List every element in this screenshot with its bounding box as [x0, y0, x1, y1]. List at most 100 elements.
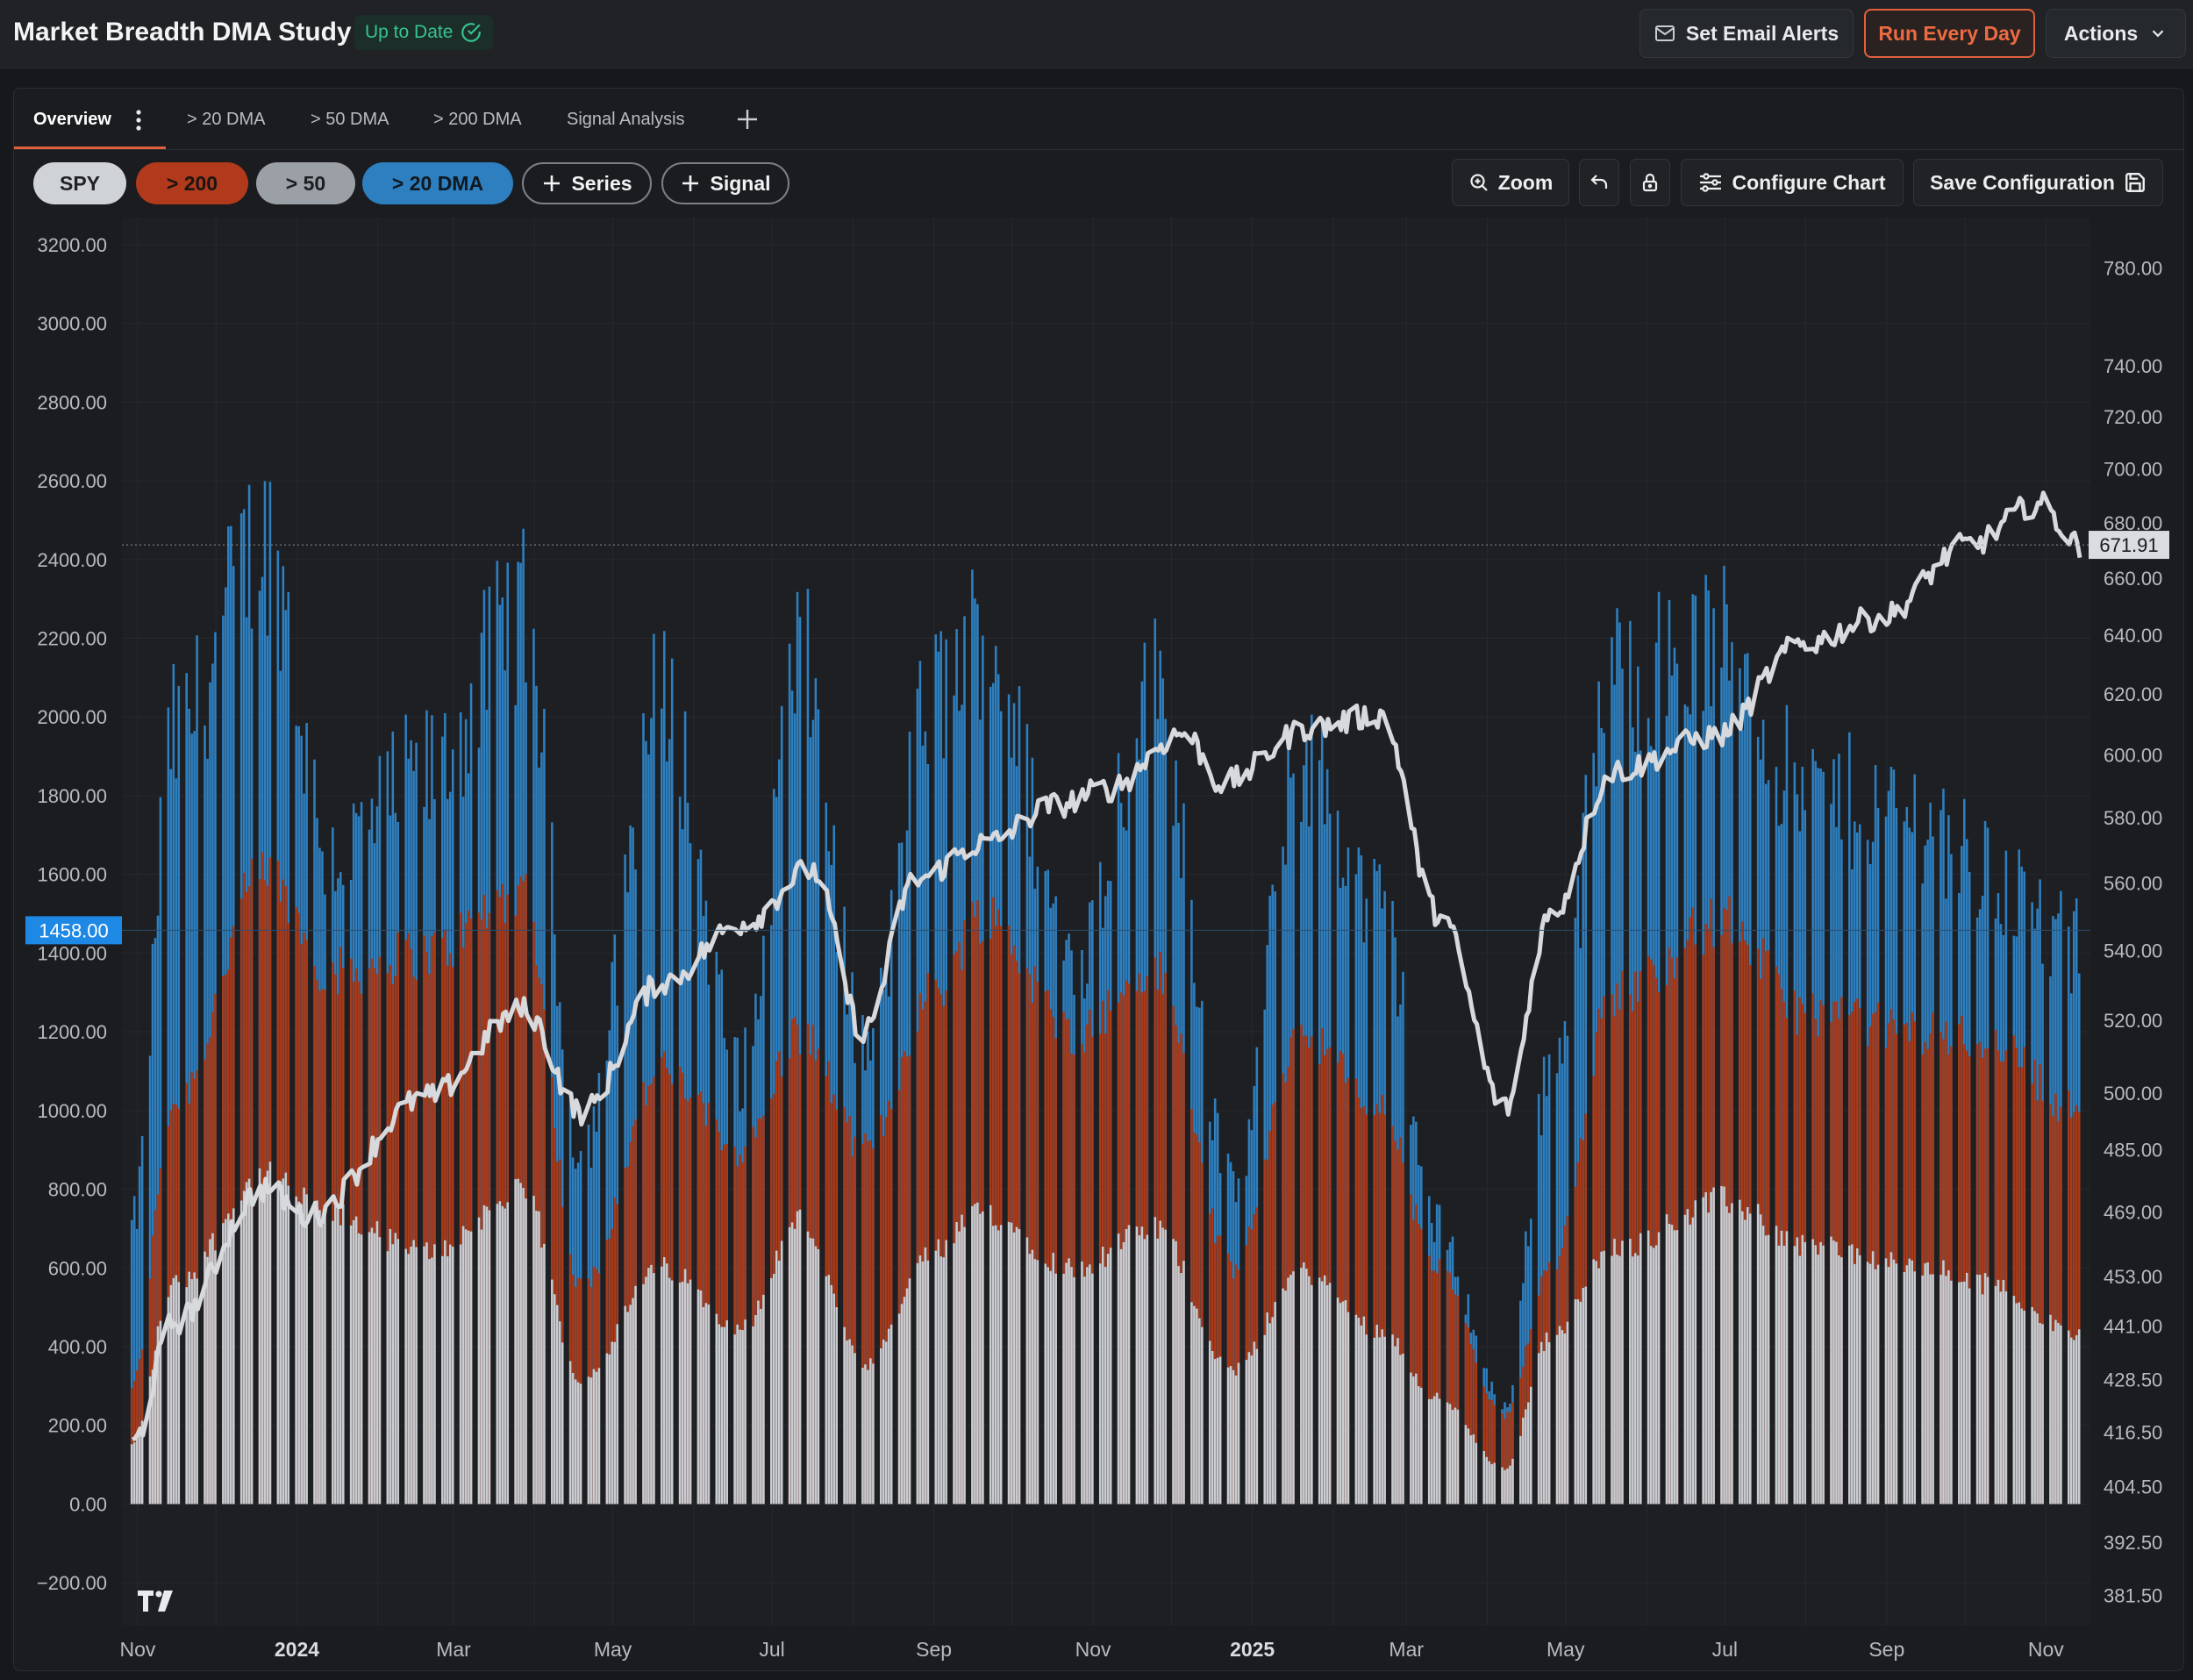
bar-above-50: [1702, 1197, 1704, 1505]
bar-above-50: [1647, 1230, 1650, 1505]
zoom-button[interactable]: Zoom: [1452, 159, 1569, 206]
bar-above-50: [974, 1204, 976, 1505]
bar-above-200: [934, 979, 938, 1505]
bar-above-50: [1511, 1458, 1514, 1505]
page-title: Market Breadth DMA Study: [13, 18, 352, 46]
bar-above-50: [1558, 1326, 1561, 1505]
left-axis-tick-label: 2800.00: [37, 391, 107, 413]
tab-overview[interactable]: Overview: [33, 89, 111, 150]
save-configuration-button[interactable]: Save Configuration: [1913, 159, 2163, 206]
bar-above-200: [242, 872, 246, 1505]
right-axis-tick-label: 453.00: [2104, 1266, 2162, 1288]
bar-above-50: [2060, 1325, 2062, 1505]
bar-above-50: [798, 1209, 802, 1505]
actions-menu-button[interactable]: Actions: [2046, 9, 2186, 58]
series-pill-above-20-dma[interactable]: > 20 DMA: [362, 162, 513, 204]
bar-above-50: [172, 1277, 175, 1505]
breadth-chart[interactable]: 3200.00 3000.00 2800.00 2600.00 2400.00 2200.…: [13, 218, 2184, 1671]
tab-bar: Overview > 20 DMA > 50 DMA > 200 DMA Sig…: [14, 89, 2183, 150]
configure-chart-button[interactable]: Configure Chart: [1681, 159, 1904, 206]
series-pill-above-50[interactable]: > 50: [256, 162, 355, 204]
bar-above-200: [1341, 1054, 1345, 1505]
bar-above-50: [268, 1162, 272, 1505]
bar-above-50: [754, 1315, 757, 1505]
run-every-day-button[interactable]: Run Every Day: [1864, 9, 2035, 58]
bar-above-50: [1438, 1398, 1441, 1505]
tab-signal-analysis[interactable]: Signal Analysis: [567, 89, 685, 150]
bar-above-200: [991, 897, 995, 1505]
bar-above-50: [1522, 1417, 1525, 1505]
bar-above-50: [1025, 1237, 1029, 1505]
bar-above-50: [642, 1283, 645, 1505]
bar-above-200: [1798, 997, 1802, 1505]
bar-above-50: [1649, 1246, 1653, 1505]
bar-above-50: [1817, 1254, 1819, 1505]
bar-above-50: [1028, 1254, 1032, 1505]
bar-above-50: [1892, 1259, 1896, 1505]
bar-above-50: [324, 1207, 326, 1505]
bar-above-200: [1485, 1393, 1488, 1505]
tab-above-50-dma[interactable]: > 50 DMA: [311, 89, 389, 150]
bar-above-50: [1908, 1258, 1911, 1505]
bar-above-50: [461, 1226, 465, 1505]
bar-above-200: [1415, 1205, 1418, 1505]
bar-above-50: [645, 1276, 647, 1505]
bar-above-50: [337, 1205, 339, 1505]
bar-above-200: [1840, 997, 1843, 1505]
bar-above-50: [1675, 1230, 1679, 1505]
left-axis-tick-label: 2000.00: [37, 706, 107, 728]
add-signal-button[interactable]: Signal: [661, 162, 789, 204]
bar-above-200: [918, 993, 922, 1505]
more-vertical-icon[interactable]: [135, 109, 142, 132]
right-axis-tick-label: 720.00: [2104, 406, 2162, 428]
bar-above-50: [156, 1326, 160, 1505]
tab-above-200-dma[interactable]: > 200 DMA: [433, 89, 522, 150]
set-email-alerts-button[interactable]: Set Email Alerts: [1639, 9, 1854, 58]
series-pill-spy[interactable]: SPY: [33, 162, 126, 204]
bar-above-50: [777, 1260, 781, 1505]
bar-above-50: [1427, 1398, 1431, 1505]
bar-above-50: [1180, 1273, 1182, 1505]
bar-above-50: [441, 1255, 444, 1505]
bar-above-50: [568, 1361, 572, 1505]
add-series-button[interactable]: Series: [522, 162, 652, 204]
spy-price-line: [132, 490, 2082, 1442]
bar-above-200: [1456, 1295, 1460, 1505]
bar-above-50: [1525, 1409, 1527, 1505]
tab-above-20-dma[interactable]: > 20 DMA: [187, 89, 265, 150]
bar-above-50: [222, 1223, 225, 1505]
run-every-day-label: Run Every Day: [1878, 21, 2021, 45]
bar-above-50: [1472, 1434, 1475, 1505]
bar-above-200: [506, 894, 510, 1505]
lock-button[interactable]: [1630, 159, 1670, 206]
bar-above-200: [1597, 1008, 1600, 1505]
zoom-label: Zoom: [1497, 170, 1554, 194]
bar-above-200: [1300, 1025, 1303, 1505]
lock-icon: [1642, 173, 1658, 192]
bar-above-50: [2068, 1330, 2070, 1505]
bar-above-50: [1725, 1206, 1728, 1505]
bar-above-50: [1070, 1267, 1073, 1505]
bar-above-50: [869, 1358, 872, 1505]
undo-button[interactable]: [1579, 159, 1619, 206]
bar-above-50: [752, 1326, 754, 1505]
series-pill-above-200[interactable]: > 200: [136, 162, 248, 204]
bar-above-200: [880, 1115, 882, 1505]
bar-above-50: [444, 1240, 446, 1505]
bar-above-50: [1365, 1334, 1368, 1505]
bar-above-50: [177, 1282, 181, 1505]
chart-area[interactable]: 3200.00 3000.00 2800.00 2600.00 2400.00 2200.…: [13, 218, 2184, 1671]
bar-above-20-dma: [653, 633, 655, 1505]
bar-above-50: [193, 1272, 196, 1505]
bar-above-50: [1182, 1261, 1185, 1505]
bar-above-200: [498, 897, 502, 1505]
bar-above-200: [903, 1051, 906, 1505]
tab-label: > 20 DMA: [187, 109, 266, 129]
bar-above-200: [431, 936, 433, 1505]
bar-above-200: [1381, 1094, 1383, 1505]
bar-above-50: [2036, 1313, 2039, 1505]
bar-above-200: [958, 941, 961, 1505]
bar-above-50: [1947, 1270, 1950, 1505]
add-tab-icon[interactable]: [735, 107, 760, 132]
bar-above-200: [2004, 1049, 2008, 1505]
